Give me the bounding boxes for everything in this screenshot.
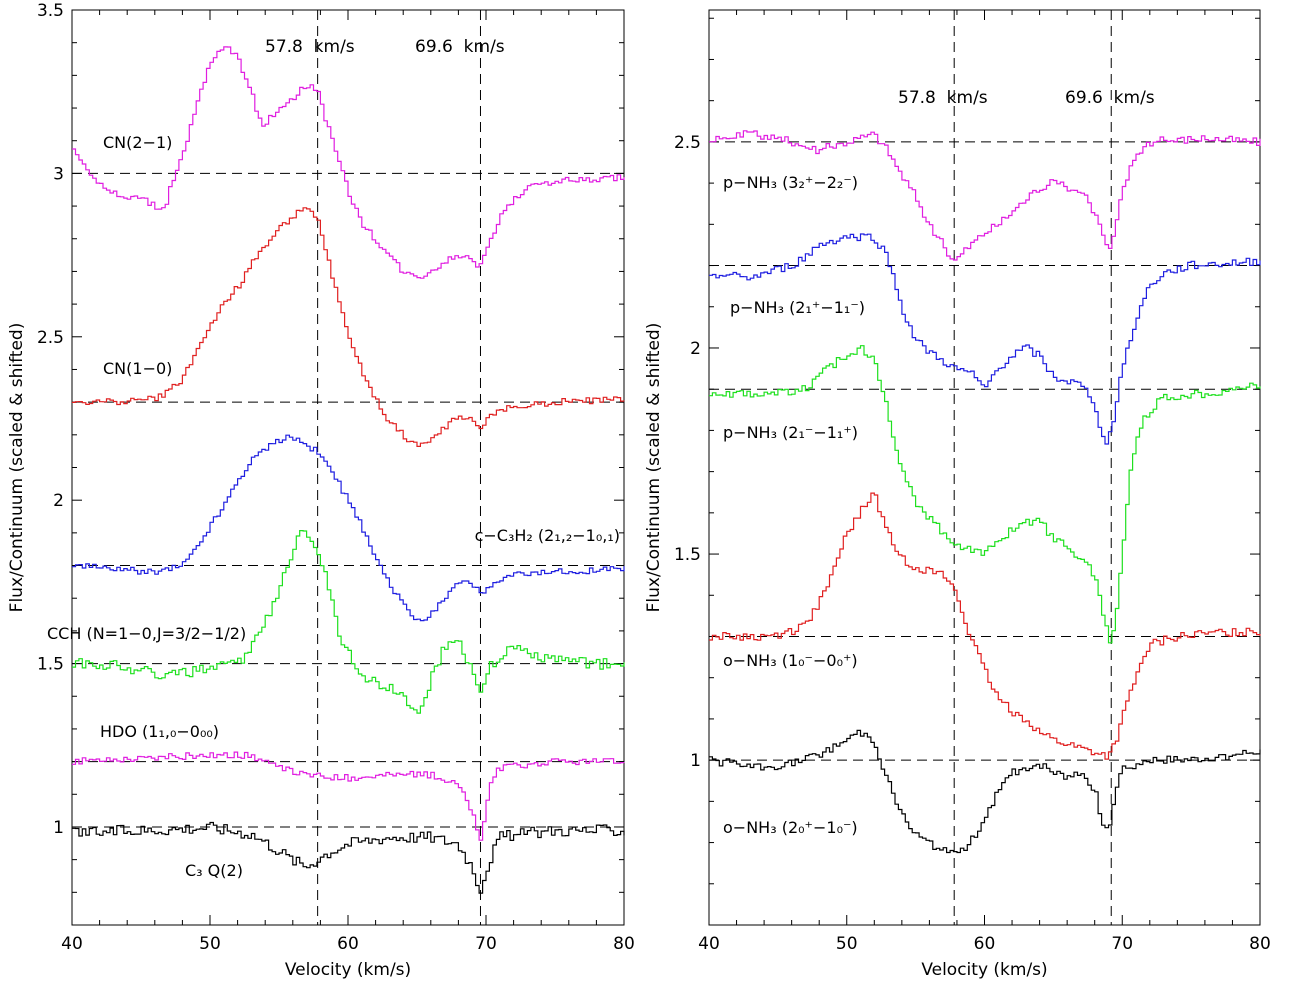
series-label: C₃ Q(2) bbox=[185, 861, 243, 880]
spectrum-series-line bbox=[72, 207, 625, 447]
spectrum-series-line bbox=[709, 345, 1261, 644]
spectrum-series-line bbox=[72, 530, 625, 714]
series-label: c−C₃H₂ (2₁,₂−1₀,₁) bbox=[475, 526, 620, 545]
x-tick-label: 70 bbox=[475, 934, 497, 954]
velocity-marker-label: 69.6 km/s bbox=[415, 37, 505, 57]
series-label: p−NH₃ (3₂⁺−2₂⁻) bbox=[723, 173, 858, 192]
spectrum-series-line bbox=[72, 434, 625, 622]
x-axis-label: Velocity (km/s) bbox=[921, 960, 1047, 980]
plot-frame bbox=[708, 9, 1261, 926]
y-tick-label: 3 bbox=[53, 164, 64, 184]
y-tick-label: 2.5 bbox=[37, 328, 64, 348]
series-label: p−NH₃ (2₁⁻−1₁⁺) bbox=[723, 423, 858, 442]
y-tick-label: 2 bbox=[690, 339, 701, 359]
y-tick-label: 1 bbox=[53, 818, 64, 838]
y-tick-label: 2.5 bbox=[674, 133, 701, 153]
x-axis-label: Velocity (km/s) bbox=[285, 960, 411, 980]
series-label: CCH (N=1−0,J=3/2−1/2) bbox=[47, 624, 246, 643]
y-tick-label: 1.5 bbox=[674, 545, 701, 565]
x-tick-label: 50 bbox=[199, 934, 221, 954]
series-label: HDO (1₁,₀−0₀₀) bbox=[100, 722, 219, 741]
y-axis-label: Flux/Continuum (scaled & shifted) bbox=[7, 323, 27, 613]
series-label: p−NH₃ (2₁⁺−1₁⁻) bbox=[730, 298, 865, 317]
y-tick-label: 1 bbox=[690, 751, 701, 771]
x-tick-label: 80 bbox=[613, 934, 635, 954]
right-panel: 40 50 60 70 80 1 1.5 2 2.5 Velocity (km/s) Flux/Co… bbox=[644, 9, 1271, 980]
spectrum-series-line bbox=[72, 821, 625, 894]
series-label: o−NH₃ (1₀⁻−0₀⁺) bbox=[723, 651, 858, 670]
velocity-marker-label: 57.8 km/s bbox=[265, 37, 355, 57]
y-axis-label: Flux/Continuum (scaled & shifted) bbox=[644, 323, 664, 613]
x-tick-label: 50 bbox=[836, 934, 858, 954]
y-tick-label: 2 bbox=[53, 491, 64, 511]
spectrum-series-line bbox=[709, 729, 1261, 854]
x-tick-label: 60 bbox=[337, 934, 359, 954]
spectrum-series-line bbox=[72, 751, 625, 841]
x-tick-label: 80 bbox=[1249, 934, 1271, 954]
y-tick-label: 3.5 bbox=[37, 1, 64, 21]
series-label: o−NH₃ (2₀⁺−1₀⁻) bbox=[723, 818, 858, 837]
x-tick-label: 60 bbox=[974, 934, 996, 954]
left-panel: 40 50 60 70 80 1 1.5 2 2.5 3 3.5 Velocity (km/s) Flu… bbox=[7, 1, 635, 980]
series-label: CN(1−0) bbox=[103, 359, 172, 378]
spectrum-series-line bbox=[72, 46, 625, 279]
x-tick-label: 70 bbox=[1111, 934, 1133, 954]
velocity-marker-label: 69.6 km/s bbox=[1065, 88, 1155, 108]
x-tick-label: 40 bbox=[698, 934, 720, 954]
series-label: CN(2−1) bbox=[103, 133, 172, 152]
y-tick-label: 1.5 bbox=[37, 655, 64, 675]
velocity-marker-label: 57.8 km/s bbox=[898, 88, 988, 108]
x-tick-label: 40 bbox=[61, 934, 83, 954]
spectrum-series-line bbox=[709, 130, 1261, 261]
spectrum-series-line bbox=[709, 233, 1261, 445]
spectrum-series-line bbox=[709, 492, 1261, 760]
